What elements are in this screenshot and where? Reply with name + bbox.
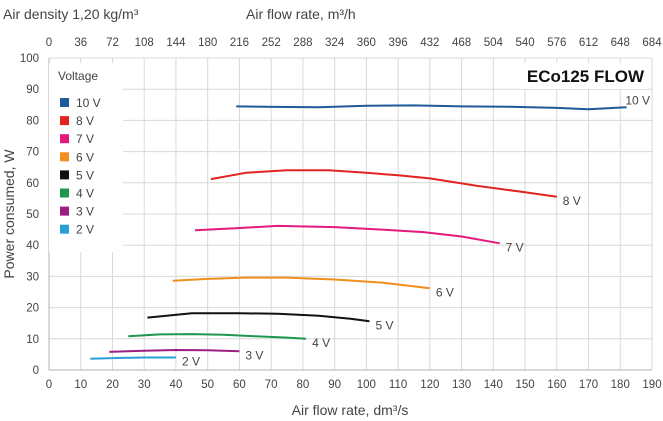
x2-tick-label: 0: [46, 37, 52, 49]
x-axis-ticks: 0 10 20 30 40 50 60 70 80 90 100 110 120 130 140 150 160…: [46, 379, 662, 391]
y-tick-label: 20: [26, 303, 39, 315]
legend-swatch: [60, 134, 69, 144]
y-tick-label: 80: [26, 115, 39, 127]
x2-tick-label: 360: [357, 37, 376, 49]
series-line: [194, 224, 500, 245]
x-tick-label: 190: [642, 379, 661, 391]
series-line: [236, 104, 627, 111]
grid: [49, 57, 653, 370]
y-axis-title: Power consumed, W: [1, 149, 17, 279]
x-tick-label: 110: [389, 379, 407, 391]
x-tick-label: 40: [170, 379, 183, 391]
y-axis-ticks: 0 10 20 30 40 50 60 70 80 90 100: [20, 53, 39, 377]
series-labels: 10 V 8 V 7 V 6 V 5 V 4 V 3 V 2 V: [182, 93, 650, 368]
x-tick-label: 10: [74, 379, 87, 391]
top-x-axis-ticks: 0 36 72 108 144 180 216 252 288 324 360 396 432 468 50…: [46, 37, 662, 49]
brand-title-box: [520, 63, 648, 89]
brand-title: ECo125 FLOW: [527, 67, 645, 86]
legend-item-label: 4 V: [76, 187, 94, 201]
y-tick-label: 10: [26, 334, 39, 346]
series-end-label: 6 V: [436, 285, 454, 299]
y-tick-label: 50: [26, 209, 39, 221]
air-density-label: Air density 1,20 kg/m³: [3, 6, 139, 22]
series-end-label: 10 V: [625, 93, 650, 107]
y-tick-label: 0: [33, 365, 39, 377]
series-end-label: 2 V: [182, 355, 200, 369]
x2-tick-label: 36: [74, 37, 87, 49]
x2-tick-label: 180: [198, 37, 217, 49]
series-line: [210, 169, 557, 198]
series-end-label: 7 V: [506, 240, 524, 254]
x-tick-label: 120: [420, 379, 439, 391]
series-lines: [90, 104, 627, 360]
legend-item-label: 3 V: [76, 205, 94, 219]
x-tick-label: 160: [547, 379, 566, 391]
x-tick-label: 70: [265, 379, 278, 391]
legend-item-label: 2 V: [76, 223, 94, 237]
x2-tick-label: 432: [420, 37, 439, 49]
top-x-axis-title: Air flow rate, m³/h: [246, 6, 356, 22]
x2-tick-label: 468: [452, 37, 471, 49]
y-tick-label: 30: [26, 271, 39, 283]
x-tick-label: 170: [579, 379, 598, 391]
x2-tick-label: 648: [611, 37, 630, 49]
x-tick-label: 100: [357, 379, 376, 391]
x2-tick-label: 396: [389, 37, 408, 49]
series-line: [109, 349, 240, 353]
legend-swatch: [60, 170, 69, 180]
series-end-label: 5 V: [376, 318, 394, 332]
x-tick-label: 0: [46, 379, 52, 391]
x2-tick-label: 324: [325, 37, 345, 49]
x2-tick-label: 288: [293, 37, 312, 49]
legend-swatch: [60, 116, 69, 126]
legend-swatch: [60, 224, 69, 234]
series-end-label: 4 V: [312, 336, 330, 350]
legend-swatch: [60, 188, 69, 198]
y-tick-label: 90: [26, 84, 39, 96]
x-tick-label: 60: [233, 379, 246, 391]
x-tick-label: 90: [328, 379, 341, 391]
y-tick-label: 100: [20, 53, 39, 65]
y-tick-label: 60: [26, 178, 39, 190]
x2-tick-label: 540: [515, 37, 534, 49]
x-tick-label: 20: [106, 379, 119, 391]
legend-swatch: [60, 152, 69, 162]
x2-tick-label: 612: [579, 37, 598, 49]
x2-tick-label: 108: [135, 37, 154, 49]
series-end-label: 8 V: [563, 194, 581, 208]
legend: 10 V 8 V 7 V 6 V 5 V 4 V 3 V 2 V: [60, 96, 101, 237]
legend-swatch: [60, 98, 69, 107]
series-line: [172, 276, 430, 290]
x2-tick-label: 504: [484, 37, 504, 49]
x-tick-label: 180: [611, 379, 630, 391]
x2-tick-label: 216: [230, 37, 249, 49]
x-tick-label: 130: [452, 379, 471, 391]
x2-tick-label: 576: [547, 37, 566, 49]
legend-item-label: 10 V: [76, 96, 101, 110]
legend-swatch: [60, 206, 69, 216]
series-line: [128, 333, 307, 340]
legend-title: Voltage: [58, 69, 98, 83]
legend-item-label: 5 V: [76, 168, 94, 182]
x2-tick-label: 252: [262, 37, 281, 49]
x-tick-label: 140: [484, 379, 503, 391]
series-line: [90, 356, 176, 360]
x-tick-label: 150: [515, 379, 534, 391]
x2-tick-label: 72: [106, 37, 119, 49]
x-tick-label: 30: [138, 379, 151, 391]
x-tick-label: 50: [201, 379, 214, 391]
x-axis-title: Air flow rate, dm³/s: [292, 402, 409, 418]
legend-item-label: 6 V: [76, 150, 94, 164]
legend-item-label: 8 V: [76, 114, 94, 128]
series-line: [147, 312, 370, 323]
x2-tick-label: 144: [166, 37, 186, 49]
x2-tick-label: 684: [642, 37, 662, 49]
legend-item-label: 7 V: [76, 132, 94, 146]
y-tick-label: 40: [26, 240, 39, 252]
x-tick-label: 80: [296, 379, 309, 391]
y-tick-label: 70: [26, 147, 39, 159]
series-end-label: 3 V: [245, 348, 263, 362]
